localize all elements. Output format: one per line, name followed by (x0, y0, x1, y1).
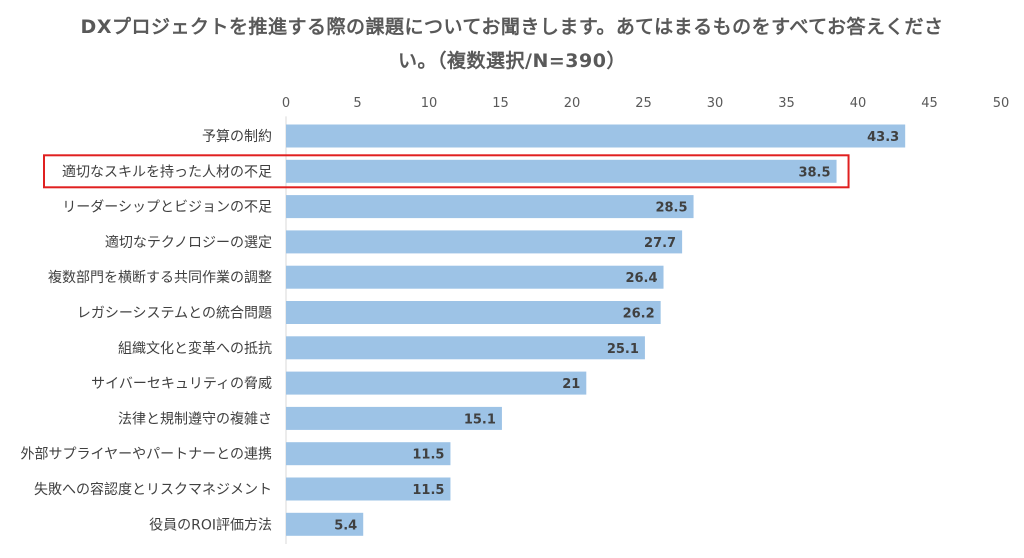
value-label: 11.5 (412, 483, 444, 498)
bar (286, 442, 451, 466)
x-tick-label: 0 (282, 96, 290, 111)
bars (286, 124, 906, 536)
value-label: 43.3 (867, 130, 899, 145)
category-label: 複数部門を横断する共同作業の調整 (48, 269, 272, 286)
category-label: 失敗への容認度とリスクマネジメント (34, 481, 272, 498)
category-label: リーダーシップとビジョンの不足 (62, 200, 272, 216)
bar (286, 406, 502, 430)
category-label: 適切なスキルを持った人材の不足 (62, 163, 272, 180)
bar (286, 301, 661, 324)
bar (286, 371, 587, 395)
value-label: 26.2 (623, 307, 655, 322)
category-labels: 予算の制約適切なスキルを持った人材の不足リーダーシップとビジョンの不足適切なテク… (21, 129, 272, 533)
value-label: 25.1 (607, 342, 639, 357)
bar (286, 124, 906, 148)
x-tick-label: 30 (707, 96, 724, 111)
value-label: 11.5 (412, 448, 444, 463)
category-label: 法律と規制遵守の複雑さ (118, 410, 272, 427)
category-label: レガシーシステムとの統合問題 (77, 306, 272, 322)
category-label: 外部サプライヤーやパートナーとの連携 (21, 447, 272, 463)
bar (286, 195, 694, 219)
category-label: 予算の制約 (202, 129, 272, 145)
bar (286, 230, 683, 254)
x-tick-label: 25 (635, 96, 652, 111)
x-tick-label: 5 (353, 96, 361, 111)
chart-title: DXプロジェクトを推進する際の課題についてお聞きします。あてはまるものをすべてお… (80, 16, 944, 72)
x-axis-ticks: 0 5 10 15 20 25 30 35 40 45 50 (282, 96, 1009, 111)
category-label: 役員のROI評価方法 (149, 517, 272, 533)
value-label: 26.4 (625, 271, 657, 286)
bar (286, 477, 451, 501)
value-labels: 43.3 38.5 28.5 27.7 26.4 26.2 25.1 21 15.1 11.5 11… (334, 130, 899, 533)
x-tick-label: 45 (921, 96, 938, 111)
bar (286, 265, 664, 289)
x-tick-label: 10 (421, 96, 438, 111)
highlight-box (43, 154, 850, 189)
value-label: 27.7 (644, 236, 676, 251)
value-label: 28.5 (655, 201, 687, 216)
x-tick-label: 50 (993, 96, 1010, 111)
value-label: 5.4 (334, 518, 357, 533)
x-tick-label: 35 (778, 96, 795, 111)
value-label: 21 (562, 377, 580, 392)
value-label: 15.1 (464, 412, 496, 427)
category-label: 組織文化と変革への抵抗 (118, 340, 272, 357)
value-label: 38.5 (798, 165, 830, 180)
x-tick-label: 15 (492, 96, 509, 111)
category-label: サイバーセキュリティの脅威 (91, 376, 272, 392)
x-tick-label: 20 (564, 96, 581, 111)
x-tick-label: 40 (850, 96, 867, 111)
category-label: 適切なテクノロジーの選定 (105, 234, 272, 251)
bar (286, 336, 645, 360)
bar (286, 512, 364, 536)
bar (286, 159, 837, 183)
